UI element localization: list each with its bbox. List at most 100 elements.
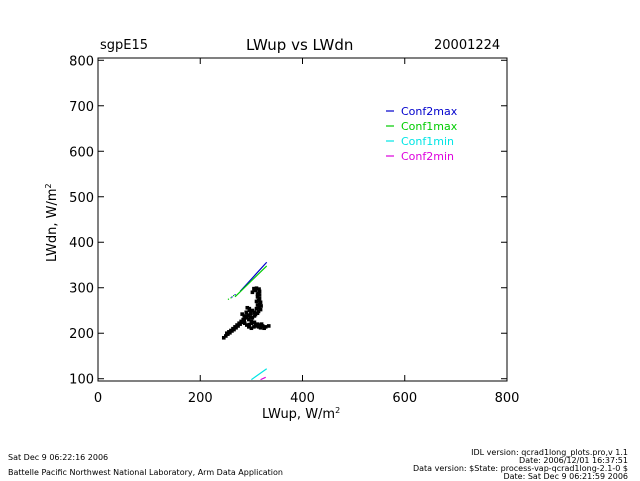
data-point	[256, 298, 261, 303]
series-dot	[231, 296, 233, 298]
data-point	[257, 305, 261, 310]
data-point	[259, 322, 264, 326]
data-point	[257, 289, 262, 294]
data-point	[242, 321, 247, 326]
data-point	[252, 325, 256, 329]
footer-left-1: Sat Dec 9 06:22:16 2006	[8, 453, 109, 462]
data-point	[248, 315, 253, 319]
data-point	[249, 321, 254, 326]
data-point	[247, 317, 251, 322]
data-point	[250, 315, 255, 320]
data-point	[221, 335, 226, 340]
data-point	[245, 305, 250, 310]
extra-dots	[227, 294, 236, 300]
data-point	[237, 321, 241, 326]
data-point	[247, 325, 251, 329]
data-point	[254, 286, 259, 290]
legend-label: Conf1min	[401, 135, 454, 148]
y-tick-label: 400	[69, 236, 94, 251]
data-point	[225, 331, 229, 336]
y-axis-label: LWdn, W/m2	[44, 183, 60, 262]
data-point	[257, 323, 262, 327]
data-point	[253, 322, 258, 327]
data-point	[266, 324, 271, 328]
legend-label: Conf2max	[401, 105, 458, 118]
x-tick-label: 600	[392, 391, 417, 406]
data-point	[244, 310, 249, 315]
data-point	[252, 286, 256, 291]
x-axis-label: LWup, W/m2	[262, 406, 340, 422]
data-point	[244, 315, 249, 320]
data-point	[259, 304, 263, 308]
data-point	[258, 325, 263, 330]
data-point	[257, 302, 262, 306]
legend: Conf2max Conf1max Conf1min Conf2min	[386, 105, 458, 163]
observation-points	[221, 286, 271, 340]
x-tick-label: 800	[495, 391, 520, 406]
data-point	[258, 300, 263, 305]
series-lines	[234, 261, 268, 381]
series-dot	[227, 298, 230, 300]
footer-right-3: Data version: $State: process-vap-qcrad1…	[412, 464, 628, 473]
data-point	[250, 290, 255, 295]
data-point	[252, 320, 257, 325]
data-point	[252, 310, 257, 315]
footer-right-1: IDL version: qcrad1long_plots.pro,v 1.1	[471, 448, 628, 457]
x-axis-label-sup: 2	[335, 406, 340, 415]
data-point	[245, 314, 250, 318]
data-point	[254, 306, 259, 311]
data-point	[247, 308, 252, 313]
y-tick-label: 100	[69, 373, 94, 388]
data-point	[229, 328, 233, 333]
data-point	[233, 325, 237, 329]
data-point	[247, 306, 252, 311]
data-point	[254, 299, 259, 304]
data-point	[257, 296, 262, 301]
data-point	[255, 311, 260, 316]
data-point	[244, 323, 249, 327]
data-point	[235, 323, 239, 327]
data-point	[252, 314, 257, 318]
y-tick-label: 700	[69, 100, 94, 115]
data-point	[255, 292, 260, 296]
data-point	[256, 309, 261, 314]
y-tick-label: 300	[69, 282, 94, 297]
x-tick-label: 400	[290, 391, 315, 406]
series-line-conf2max	[239, 261, 268, 292]
data-point	[255, 303, 260, 307]
series-dot	[230, 297, 232, 299]
y-axis-ticks: 100 200 300 400 500 600 700 800	[69, 54, 507, 388]
data-point	[240, 312, 244, 316]
data-point	[257, 293, 262, 297]
data-point	[249, 319, 254, 324]
data-point	[227, 330, 231, 334]
x-tick-label: 0	[94, 391, 102, 406]
y-axis-label-sup: 2	[44, 183, 53, 188]
date-label: 20001224	[434, 38, 501, 53]
data-point	[258, 307, 263, 312]
data-point	[260, 324, 265, 328]
series-line-conf2min	[260, 376, 266, 381]
data-point	[249, 326, 254, 331]
chart-title: LWup vs LWdn	[246, 36, 354, 54]
legend-label: Conf1max	[401, 120, 458, 133]
footer-right-4: Date: Sat Dec 9 06:21:59 2006	[503, 472, 628, 481]
data-point	[241, 317, 245, 322]
data-point	[224, 334, 228, 338]
legend-label: Conf2min	[401, 150, 454, 163]
data-point	[255, 322, 260, 326]
y-tick-label: 600	[69, 145, 94, 160]
footer-right-2: Date: 2006/12/01 16:37:51	[519, 456, 628, 465]
data-point	[249, 311, 253, 316]
series-line-conf1max	[234, 265, 268, 298]
data-point	[262, 326, 266, 331]
y-tick-label: 500	[69, 191, 94, 206]
data-point	[257, 287, 261, 291]
data-point	[242, 314, 247, 318]
y-tick-label: 200	[69, 327, 94, 342]
data-point	[250, 308, 255, 313]
series-dot	[232, 294, 235, 297]
data-point	[239, 319, 243, 324]
site-label: sgpE15	[100, 38, 149, 53]
